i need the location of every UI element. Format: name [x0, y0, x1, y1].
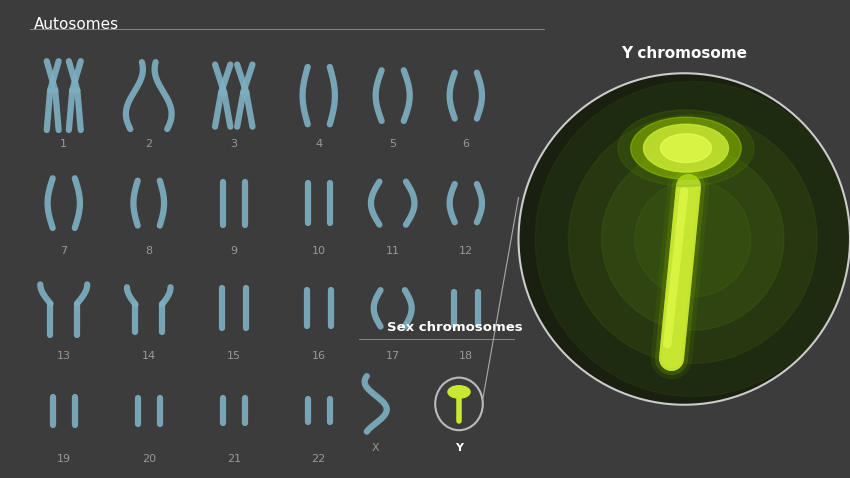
Text: 4: 4	[315, 139, 322, 149]
Text: 11: 11	[386, 246, 400, 256]
Text: 6: 6	[462, 139, 469, 149]
Ellipse shape	[569, 115, 817, 363]
Circle shape	[631, 117, 741, 179]
Text: 18: 18	[459, 351, 473, 361]
Text: 5: 5	[389, 139, 396, 149]
Text: 9: 9	[230, 246, 237, 256]
Text: Sex chromosomes: Sex chromosomes	[387, 321, 523, 334]
Text: 8: 8	[145, 246, 152, 256]
Text: 19: 19	[57, 454, 71, 464]
Text: X: X	[372, 443, 379, 453]
Text: 13: 13	[57, 351, 71, 361]
Text: 15: 15	[227, 351, 241, 361]
Text: 14: 14	[142, 351, 156, 361]
Ellipse shape	[602, 148, 784, 330]
Text: 20: 20	[142, 454, 156, 464]
Text: Y: Y	[455, 443, 463, 453]
Text: 10: 10	[312, 246, 326, 256]
Ellipse shape	[536, 82, 850, 396]
Text: 1: 1	[60, 139, 67, 149]
Text: 3: 3	[230, 139, 237, 149]
Ellipse shape	[635, 181, 751, 297]
Text: 22: 22	[312, 454, 326, 464]
Text: 17: 17	[386, 351, 400, 361]
Text: 21: 21	[227, 454, 241, 464]
Circle shape	[618, 110, 754, 186]
Circle shape	[448, 386, 470, 398]
Text: 12: 12	[459, 246, 473, 256]
Text: 16: 16	[312, 351, 326, 361]
Circle shape	[660, 134, 711, 163]
Ellipse shape	[518, 73, 850, 405]
Text: Autosomes: Autosomes	[34, 17, 119, 32]
Text: 2: 2	[145, 139, 152, 149]
Text: Y chromosome: Y chromosome	[621, 46, 747, 61]
Text: 7: 7	[60, 246, 67, 256]
Circle shape	[643, 124, 728, 172]
